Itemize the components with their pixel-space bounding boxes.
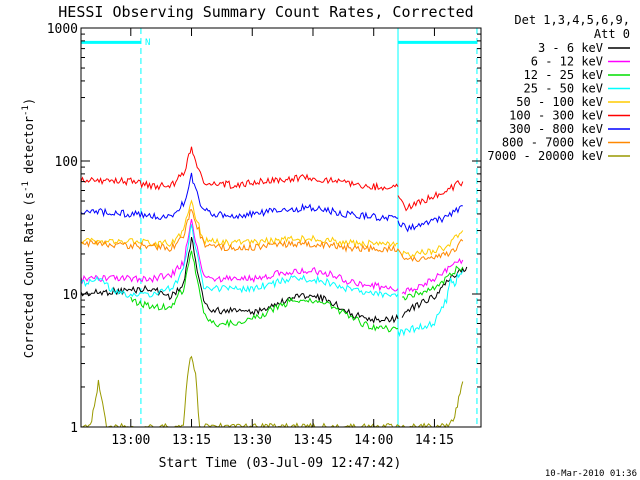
y-tick-label-0: 1 xyxy=(70,421,78,436)
series-line-12-25-kev-11 xyxy=(402,265,464,301)
plot-frame xyxy=(80,27,482,428)
y-tick-label-1: 10 xyxy=(62,288,78,303)
series-line-6-12-kev-10 xyxy=(401,257,464,296)
y-axis-label-mid: detector xyxy=(22,116,36,181)
series-line-800-7000-kev-16 xyxy=(397,238,464,262)
y-tick-label-2: 100 xyxy=(55,155,78,170)
legend-header-detectors: Det 1,3,4,5,6,9, xyxy=(514,13,630,27)
legend-label-3-6-kev: 3 - 6 keV xyxy=(538,41,603,55)
series-line-12-25-kev-2 xyxy=(130,250,399,333)
series-line-100-300-kev-5 xyxy=(80,146,399,191)
legend-label-100-300-kev: 100 - 300 keV xyxy=(509,109,603,123)
series-line-25-50-kev-12 xyxy=(397,270,464,338)
x-tick-label-4: 14:00 xyxy=(354,433,393,448)
series-line-25-50-kev-3 xyxy=(80,224,399,299)
series-line-3-6-kev-9 xyxy=(401,266,468,318)
x-tick-label-1: 13:15 xyxy=(172,433,211,448)
series-line-50-100-kev-4 xyxy=(80,199,398,249)
annotation-0: N xyxy=(145,38,150,48)
y-axis-label-end: ) xyxy=(22,98,36,105)
legend-label-800-7000-kev: 800 - 7000 keV xyxy=(502,136,603,150)
legend-label-6-12-kev: 6 - 12 keV xyxy=(531,55,603,69)
chart-title: HESSI Observing Summary Count Rates, Cor… xyxy=(58,3,473,21)
x-tick-label-3: 13:45 xyxy=(293,433,332,448)
legend-label-300-800-kev: 300 - 800 keV xyxy=(509,122,603,136)
y-axis-label: Corrected Count Rate (s-1 detector-1) xyxy=(21,98,36,358)
series-line-300-800-kev-6 xyxy=(80,172,399,222)
legend-label-7000-20000-kev: 7000 - 20000 keV xyxy=(487,149,603,163)
series-line-6-12-kev-1 xyxy=(80,219,399,292)
x-tick-label-0: 13:00 xyxy=(111,433,150,448)
x-tick-label-5: 14:15 xyxy=(415,433,454,448)
legend-label-50-100-kev: 50 - 100 keV xyxy=(516,95,603,109)
x-tick-label-2: 13:30 xyxy=(233,433,272,448)
plot-area: N xyxy=(80,28,478,429)
y-axis-label-main: Corrected Count Rate (s xyxy=(22,192,36,358)
series-line-800-7000-kev-7 xyxy=(80,209,399,253)
timestamp: 10-Mar-2010 01:36 xyxy=(545,469,637,479)
x-axis-label: Start Time (03-Jul-09 12:47:42) xyxy=(159,456,402,471)
series-line-50-100-kev-13 xyxy=(401,230,464,259)
legend-header-attenuator: Att 0 xyxy=(594,27,630,41)
series-line-300-800-kev-15 xyxy=(397,205,463,233)
series-line-100-300-kev-14 xyxy=(397,180,464,212)
legend-label-25-50-kev: 25 - 50 keV xyxy=(524,82,603,96)
series-line-3-6-kev-0 xyxy=(80,236,399,324)
legend-label-12-25-kev: 12 - 25 keV xyxy=(524,68,603,82)
y-axis-label-sup2: -1 xyxy=(21,105,31,116)
y-axis-label-sup1: -1 xyxy=(21,181,31,192)
y-tick-label-3: 1000 xyxy=(47,22,78,37)
